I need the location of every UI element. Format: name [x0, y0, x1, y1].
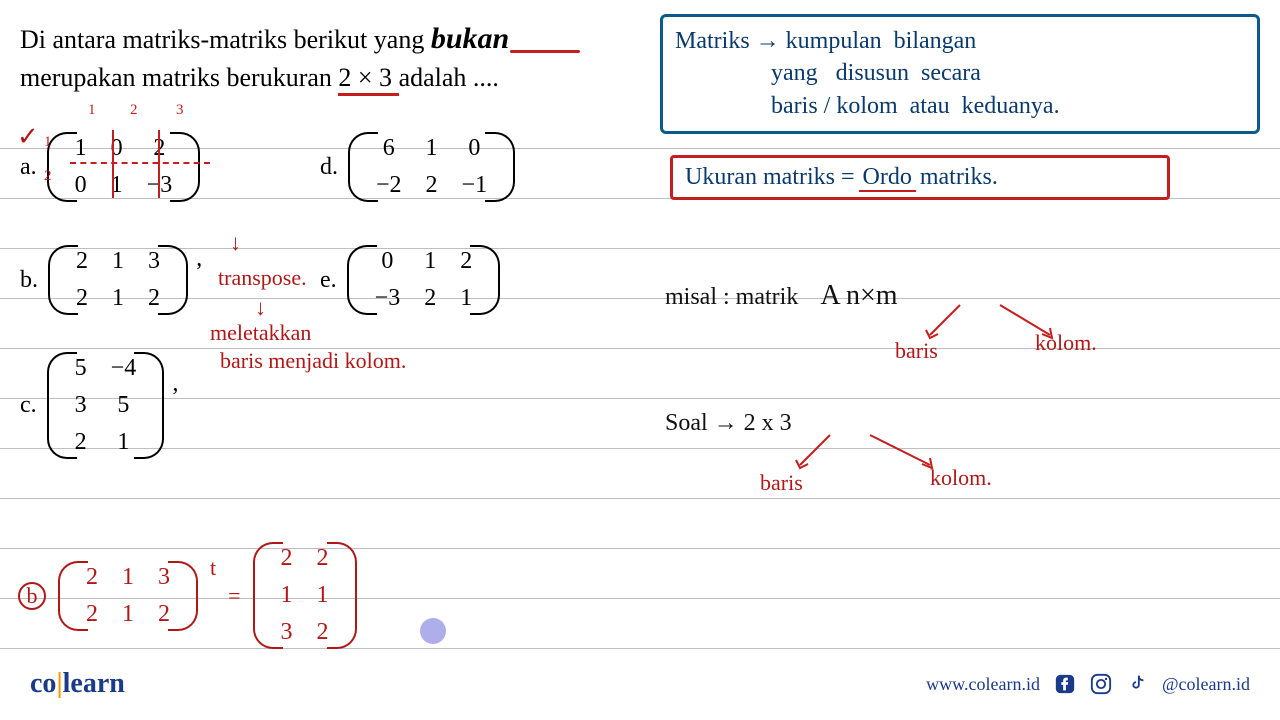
footer-url: www.colearn.id: [926, 674, 1040, 695]
opt-e-letter: e.: [320, 267, 337, 294]
equals: =: [228, 583, 240, 609]
baris-2: baris: [760, 470, 803, 496]
checkmark: ✓: [17, 122, 39, 152]
ukuran-a: Ukuran matriks =: [685, 164, 855, 190]
opt-d-letter: d.: [320, 154, 338, 181]
hline-a: [70, 162, 210, 164]
opt-b-letter: b.: [20, 267, 38, 294]
matrix-e: 012−321: [347, 243, 501, 317]
hand-matrix-2: 221132: [253, 540, 357, 651]
baris-1: baris: [895, 338, 938, 364]
q-line2-b: adalah ....: [399, 63, 499, 92]
soal-line: Soal → 2 x 3: [665, 410, 792, 437]
Anm: A n×m: [820, 280, 897, 311]
question-text: Di antara matriks-matriks berikut yang b…: [20, 18, 640, 96]
kolom-1: kolom.: [1035, 330, 1097, 356]
option-d: d. 610−22−1: [320, 130, 515, 204]
definition-text: Matriks → kumpulan bilangan yang disusun…: [675, 25, 1245, 122]
q-line1-a: Di antara matriks-matriks berikut yang: [20, 25, 431, 54]
meletakkan: meletakkan: [210, 320, 311, 346]
idx-top-2: 2: [130, 102, 138, 119]
matrix-c: 5−43521: [47, 350, 165, 461]
footer-handle: @colearn.id: [1162, 674, 1250, 695]
idx-top-3: 3: [176, 102, 184, 119]
misal: misal : matrik: [665, 284, 798, 310]
matrix-a: 10201−3: [47, 130, 201, 204]
instagram-icon: [1090, 673, 1112, 695]
opt-c-letter: c.: [20, 392, 37, 419]
kolom-2: kolom.: [930, 465, 992, 491]
option-e: e. 012−321: [320, 243, 500, 317]
misal-line: misal : matrik A n×m: [665, 280, 898, 312]
idx-top-1: 1: [88, 102, 96, 119]
vline-a-2: [158, 130, 160, 198]
ukuran-box: Ukuran matriks = Ordo matriks.: [670, 155, 1170, 200]
ukuran-b: Ordo: [859, 164, 916, 192]
cursor-indicator: [420, 618, 446, 644]
footer: co|learn www.colearn.id @colearn.id: [30, 668, 1250, 700]
matrix-d: 610−22−1: [348, 130, 515, 204]
solution-b: b 213212 t = 221132: [18, 540, 357, 651]
transpose-label: transpose.: [218, 265, 307, 291]
matrix-b: 213212: [48, 243, 188, 317]
facebook-icon: [1054, 673, 1076, 695]
exp-t: t: [210, 555, 216, 581]
vline-a-1: [112, 130, 114, 198]
option-b: b. 213212 ʼ: [20, 243, 206, 317]
q-bukan: bukan: [431, 22, 509, 55]
footer-right: www.colearn.id @colearn.id: [926, 673, 1250, 695]
b-circle: b: [18, 582, 46, 610]
ukuran-c: matriks.: [920, 164, 998, 190]
q-line2-a: merupakan matriks berukuran: [20, 63, 332, 92]
logo: co|learn: [30, 668, 125, 700]
logo-co: co: [30, 668, 56, 699]
opt-a-letter: a.: [20, 154, 37, 181]
underline-bukan: [510, 50, 580, 53]
idx-side-1: 1: [44, 134, 52, 151]
option-c: c. 5−43521 ʼ: [20, 350, 182, 461]
baris-menjadi-kolom: baris menjadi kolom.: [220, 348, 406, 374]
tiktok-icon: [1126, 673, 1148, 695]
hand-matrix-1: 213212: [58, 559, 198, 633]
arrow-b: ↓: [230, 230, 241, 256]
prime-b: ʼ: [195, 259, 203, 286]
prime-c: ʼ: [171, 384, 179, 411]
definition-box: Matriks → kumpulan bilangan yang disusun…: [660, 14, 1260, 134]
q-dim: 2 × 3: [338, 63, 398, 96]
idx-side-2: 2: [44, 168, 52, 185]
logo-learn: learn: [63, 668, 125, 699]
